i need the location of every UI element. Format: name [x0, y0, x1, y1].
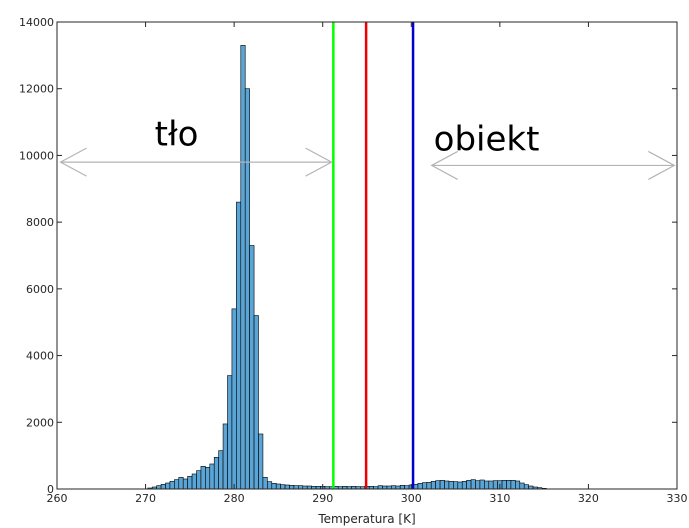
- histogram-bar-33: [293, 485, 299, 490]
- histogram-bar-58: [404, 485, 410, 490]
- histogram-bar-3: [160, 484, 166, 490]
- histogram-bar-24: [253, 315, 259, 490]
- histogram-bar-80: [501, 480, 507, 490]
- histogram-bar-34: [298, 485, 304, 490]
- histogram-bar-84: [519, 482, 525, 490]
- histogram-bar-82: [510, 480, 516, 490]
- histogram-bar-16: [218, 450, 224, 490]
- histogram-bar-55: [391, 485, 397, 490]
- histogram-bar-14: [209, 463, 215, 490]
- histogram-bar-74: [475, 480, 481, 490]
- x-tick-label-3: 290: [312, 492, 333, 505]
- x-tick-label-2: 280: [224, 492, 245, 505]
- histogram-bar-22: [244, 88, 250, 490]
- histogram-bar-72: [466, 480, 472, 490]
- annotation-0: tło: [155, 114, 199, 154]
- histogram-bar-20: [236, 201, 242, 490]
- histogram-bar-85: [523, 484, 529, 490]
- histogram-bar-69: [453, 481, 459, 490]
- histogram-bar-6: [174, 479, 180, 490]
- histogram-bar-31: [284, 484, 290, 490]
- histogram-bar-32: [289, 485, 295, 490]
- histogram-bar-30: [280, 484, 286, 490]
- histogram-bar-29: [275, 483, 281, 490]
- histogram-bar-17: [222, 423, 228, 490]
- histogram-bar-61: [417, 483, 423, 490]
- x-tick-label-4: 300: [401, 492, 422, 505]
- histogram-bar-63: [426, 482, 432, 490]
- y-tick-label-1: 2000: [26, 416, 54, 429]
- histogram-bar-83: [515, 480, 521, 490]
- histogram-bar-11: [196, 470, 202, 490]
- threshold-lines: [332, 22, 415, 489]
- range-arrows: [59, 147, 676, 180]
- histogram-bar-12: [200, 466, 206, 490]
- histogram-bar-52: [377, 485, 383, 490]
- histogram-bar-9: [187, 476, 193, 490]
- range-arrow-0: [59, 147, 333, 177]
- histogram-bar-62: [422, 482, 428, 490]
- histogram-bar-7: [178, 477, 184, 490]
- histogram-bar-8: [182, 478, 188, 490]
- y-tick-label-5: 10000: [19, 149, 54, 162]
- x-tick-label-7: 330: [667, 492, 688, 505]
- histogram-bar-23: [249, 245, 255, 490]
- annotation-1: obiekt: [434, 119, 540, 159]
- x-axis-label: Temperatura [K]: [317, 512, 415, 526]
- histogram-bar-66: [439, 480, 445, 490]
- histogram-bar-67: [444, 480, 450, 490]
- histogram-bar-19: [231, 308, 237, 490]
- histogram-bar-64: [430, 481, 436, 490]
- histogram-bar-75: [479, 479, 485, 490]
- histogram-bar-18: [227, 375, 233, 490]
- histogram-bar-76: [484, 480, 490, 490]
- x-tick-label-0: 260: [47, 492, 68, 505]
- histogram-bar-73: [470, 479, 476, 490]
- y-tick-label-2: 4000: [26, 350, 54, 363]
- histogram-bar-70: [457, 481, 463, 490]
- x-tick-label-1: 270: [135, 492, 156, 505]
- histogram-bar-71: [461, 481, 467, 490]
- histogram-bar-65: [435, 480, 441, 490]
- histogram-bar-81: [506, 480, 512, 490]
- y-tick-label-6: 12000: [19, 83, 54, 96]
- y-tick-label-3: 6000: [26, 283, 54, 296]
- histogram-bar-77: [488, 480, 494, 490]
- histogram-bar-15: [213, 457, 219, 490]
- y-tick-label-7: 14000: [19, 16, 54, 29]
- histogram-bar-2: [156, 485, 162, 490]
- x-axis-ticks: 260 270 280 290 300 310 320 330: [47, 22, 688, 505]
- histogram-bar-5: [169, 481, 175, 490]
- histogram-bar-28: [271, 483, 277, 490]
- x-tick-label-5: 310: [489, 492, 510, 505]
- histogram-bar-68: [448, 481, 454, 490]
- histogram-bar-78: [492, 480, 498, 490]
- histogram-bar-26: [262, 477, 268, 490]
- histogram-bar-27: [267, 481, 273, 490]
- y-axis-ticks: 0 2000 4000 6000 8000 10000 12000 14000: [19, 16, 677, 496]
- histogram-bar-13: [205, 467, 211, 490]
- histogram-bar-4: [165, 482, 171, 490]
- range-arrow-1: [430, 150, 676, 180]
- histogram-bar-25: [258, 433, 264, 490]
- plot-frame: [56, 21, 678, 490]
- y-tick-label-0: 0: [47, 483, 54, 496]
- x-tick-label-6: 320: [578, 492, 599, 505]
- range-annotations: tło obiekt: [155, 114, 540, 159]
- histogram-bar-10: [191, 473, 197, 490]
- y-tick-label-4: 8000: [26, 216, 54, 229]
- histogram-bar-21: [240, 45, 246, 490]
- histogram-bar-57: [399, 485, 405, 490]
